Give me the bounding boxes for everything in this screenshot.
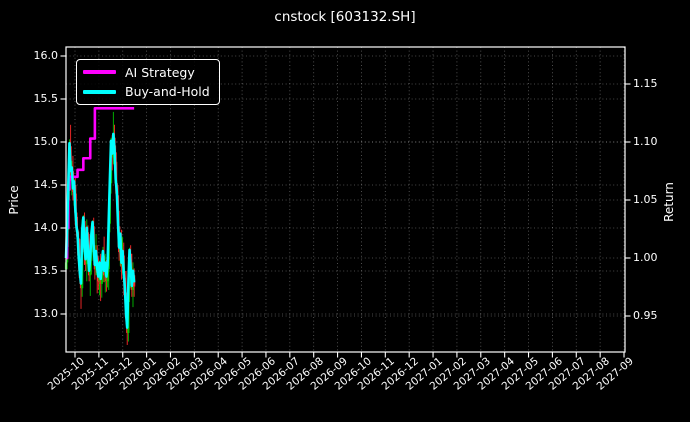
legend-item-buy-and-hold: Buy-and-Hold [83,82,213,101]
price-tick-label: 15.0 [33,135,59,148]
price-tick-label: 13.0 [33,307,59,320]
return-tick-label: 1.15 [633,77,658,90]
legend: AI Strategy Buy-and-Hold [76,59,220,105]
buy-and-hold-line-swatch [83,90,116,94]
price-tick-label: 15.5 [33,92,59,105]
legend-label-ai-strategy: AI Strategy [125,64,195,80]
price-tick-label: 14.5 [33,178,59,191]
legend-item-ai-strategy: AI Strategy [83,63,213,82]
return-tick-label: 1.05 [633,193,658,206]
price-tick-label: 14.0 [33,221,59,234]
return-tick-label: 1.10 [633,135,658,148]
return-tick-label: 0.95 [633,309,658,322]
chart-title: cnstock [603132.SH] [274,9,416,25]
return-tick-label: 1.00 [633,251,658,264]
y-axis-label-return: Return [662,182,676,222]
price-tick-label: 16.0 [33,49,59,62]
price-tick-label: 13.5 [33,264,59,277]
ai-strategy-line-swatch [83,70,116,74]
legend-label-buy-and-hold: Buy-and-Hold [125,84,210,100]
